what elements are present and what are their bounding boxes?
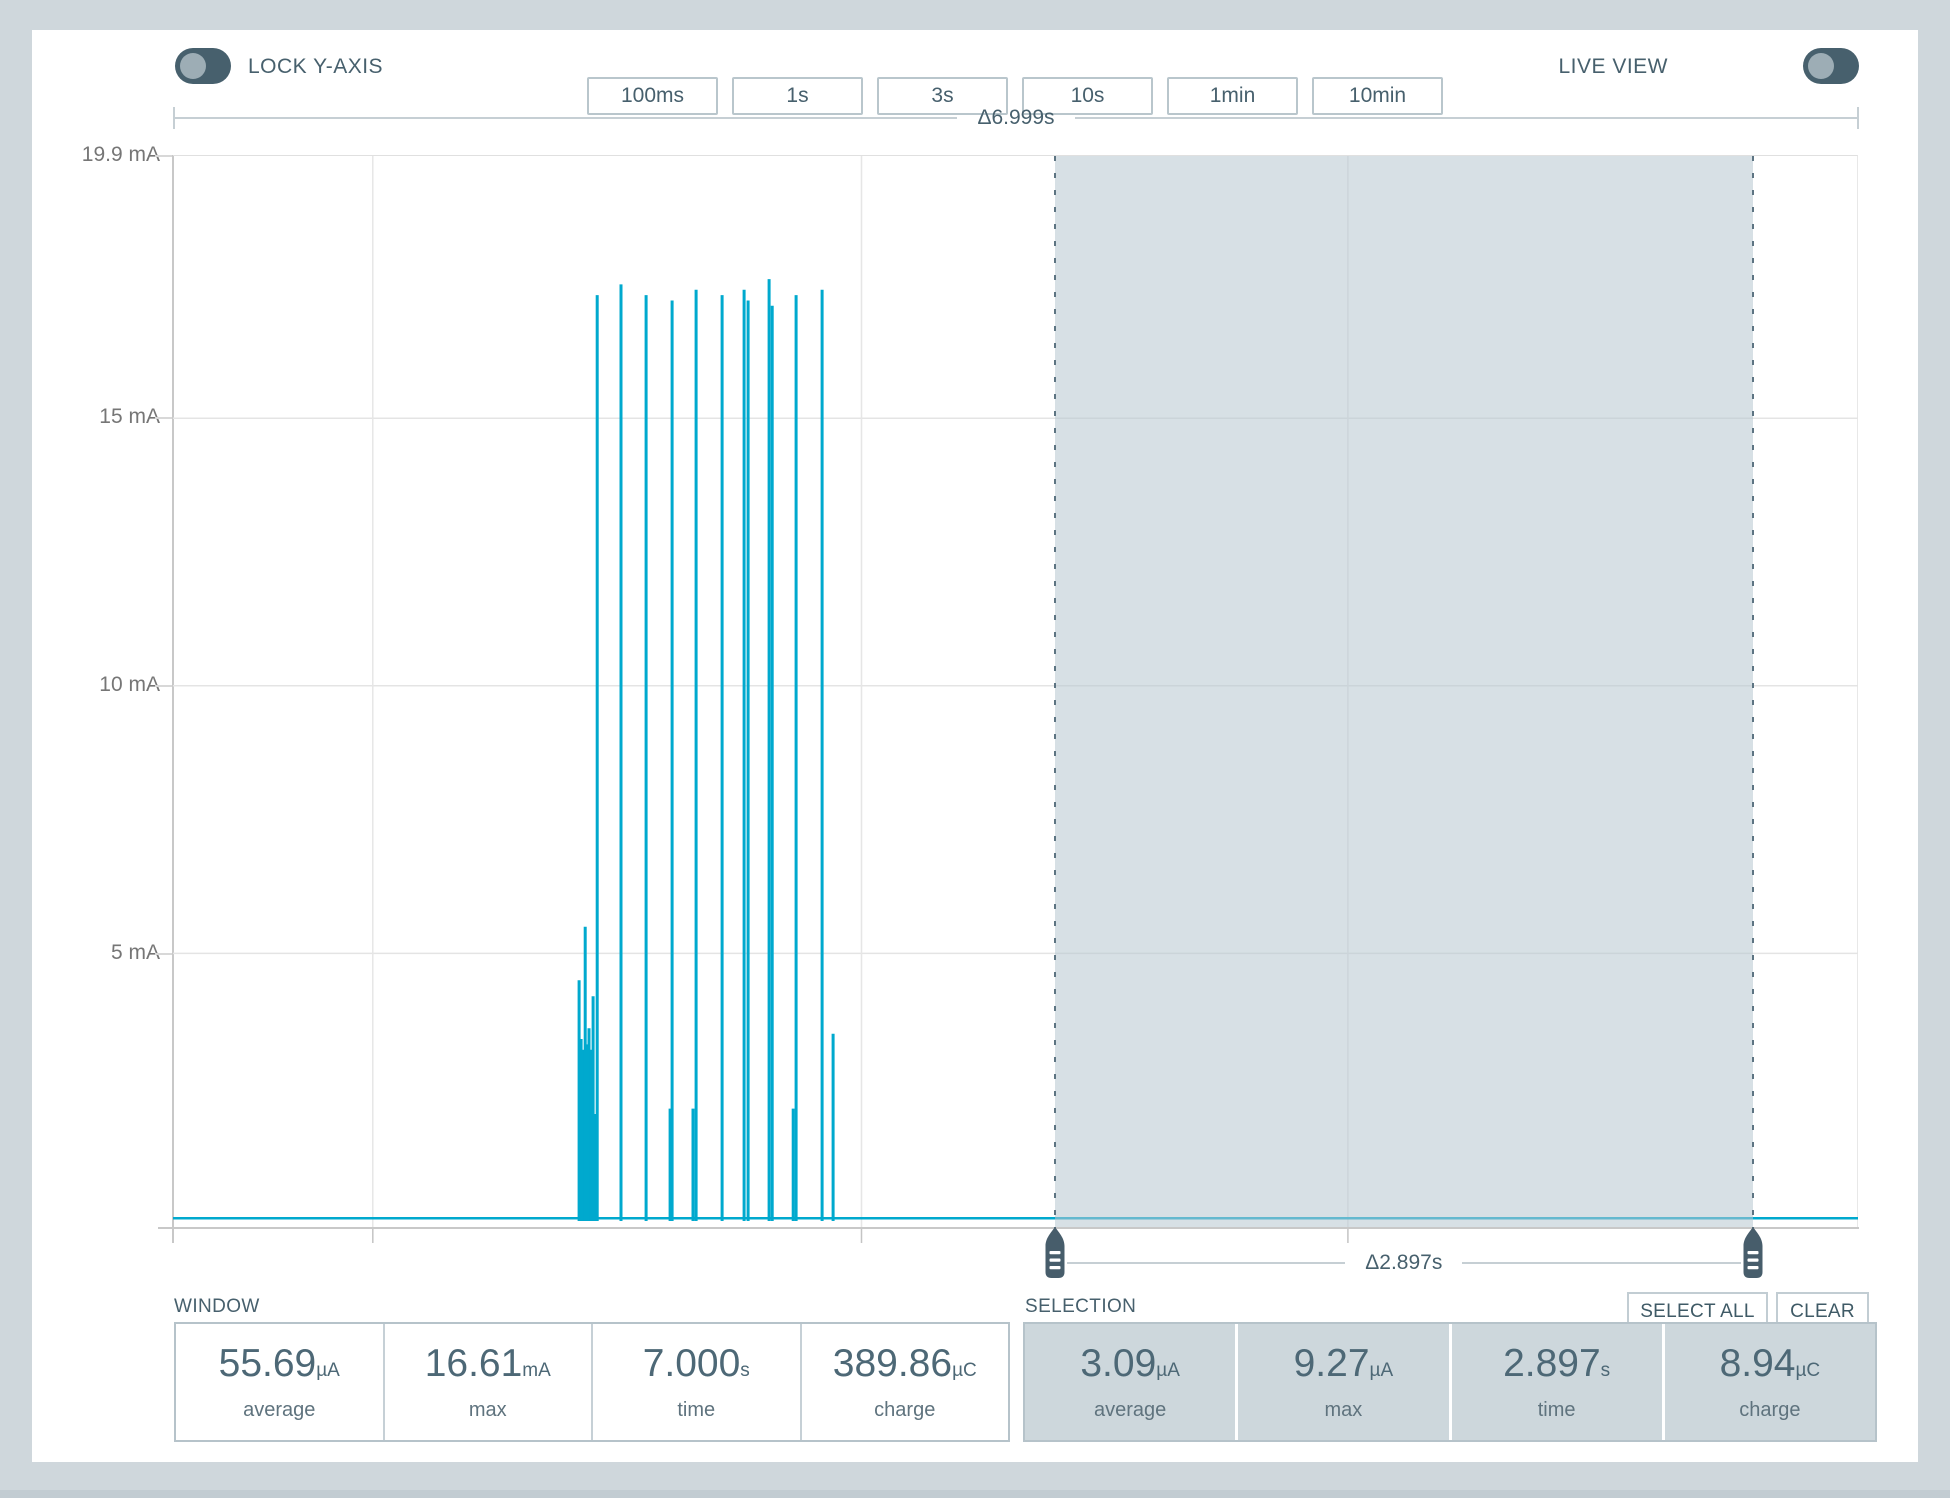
waveform-svg (173, 156, 1858, 1243)
window-stat-charge: 389.86µC charge (799, 1324, 1009, 1440)
window-button-1s[interactable]: 1s (732, 77, 863, 115)
lock-y-axis-toggle[interactable] (175, 48, 231, 84)
live-view-toggle[interactable] (1803, 48, 1859, 84)
y-axis-tick-15ma: 15 mA (99, 405, 160, 428)
y-gridline-stub (155, 155, 173, 157)
y-gridline-stub (155, 953, 173, 955)
selection-duration-label: Δ2.897s (1365, 1251, 1443, 1274)
selection-stat-average: 3.09µA average (1080, 1341, 1180, 1421)
toggle-knob-icon (180, 53, 206, 79)
selection-left-edge (1054, 156, 1057, 1228)
y-gridline-stub (155, 417, 173, 419)
y-axis-line (172, 155, 174, 1243)
selection-stat-max: 9.27µA max (1235, 1324, 1448, 1440)
window-button-3s[interactable]: 3s (877, 77, 1008, 115)
selection-duration-ruler: Δ2.897s (1067, 1250, 1741, 1276)
y-axis-tick-5ma: 5 mA (110, 941, 160, 964)
ruler-endcap-left (173, 107, 175, 129)
window-duration-ruler: Δ6.999s (173, 106, 1859, 129)
selection-region[interactable] (1055, 156, 1753, 1227)
live-view-label: LIVE VIEW (1558, 55, 1668, 78)
window-button-10s[interactable]: 10s (1022, 77, 1153, 115)
selection-section-title: SELECTION (1025, 1296, 1137, 1317)
window-bottom-edge (0, 1490, 1950, 1498)
window-stat-max: 16.61mA max (382, 1324, 592, 1440)
window-button-1min[interactable]: 1min (1167, 77, 1298, 115)
selection-stat-time: 2.897s time (1448, 1324, 1662, 1440)
ruler-endcap-right (1857, 107, 1859, 129)
toggle-knob-icon (1808, 53, 1834, 79)
y-gridline-stub (155, 685, 173, 687)
selection-right-edge (1751, 156, 1754, 1228)
x-axis-line (158, 1227, 1859, 1229)
chart-plot[interactable] (173, 155, 1858, 1243)
window-button-10min[interactable]: 10min (1312, 77, 1443, 115)
selection-right-handle-icon[interactable] (1740, 1227, 1766, 1279)
lock-y-axis-label: LOCK Y-AXIS (248, 55, 384, 78)
selection-stats-panel: 3.09µA average 9.27µA max 2.897s time 8.… (1023, 1322, 1877, 1442)
window-button-100ms[interactable]: 100ms (587, 77, 718, 115)
y-axis-tick-19-9ma: 19.9 mA (81, 143, 160, 166)
window-stat-time: 7.000s time (591, 1324, 800, 1440)
window-section-title: WINDOW (174, 1296, 260, 1317)
window-duration-label: Δ6.999s (977, 106, 1055, 129)
window-stats-panel: 55.69µA average 16.61mA max 7.000s time … (174, 1322, 1010, 1442)
selection-left-handle-icon[interactable] (1042, 1227, 1068, 1279)
y-axis-tick-10ma: 10 mA (99, 673, 160, 696)
window-stat-average: 55.69µA average (218, 1341, 340, 1421)
selection-stat-charge: 8.94µC charge (1661, 1324, 1875, 1440)
